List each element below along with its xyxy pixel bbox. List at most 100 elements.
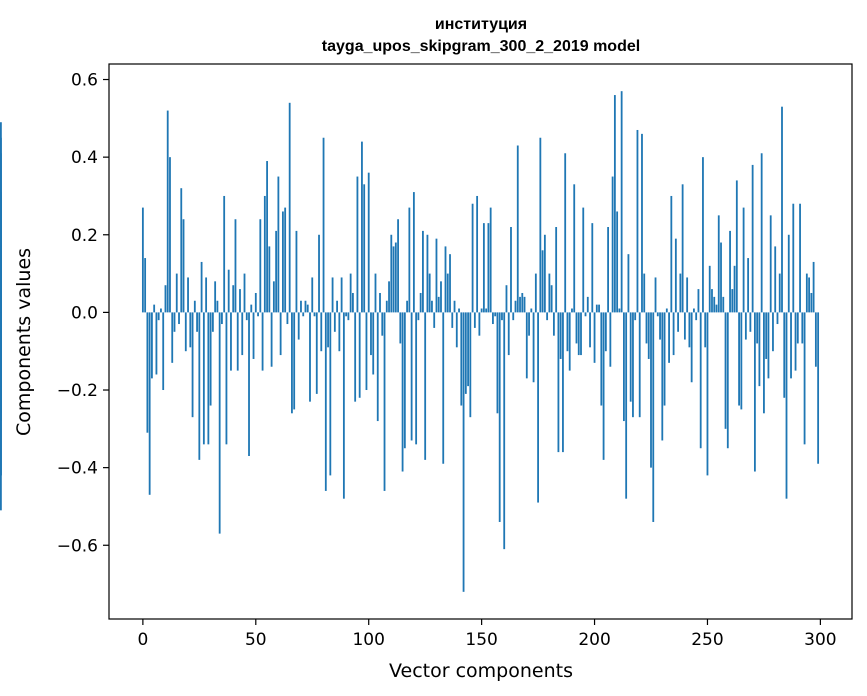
bar-72 [304, 300, 307, 313]
bar-191 [573, 184, 576, 313]
bar-168 [521, 292, 524, 313]
bar-62 [281, 211, 284, 313]
bar-25 [198, 312, 201, 460]
bar-60 [277, 176, 280, 313]
bar-267 [744, 312, 747, 340]
bar-201 [595, 304, 598, 313]
bar-200 [593, 312, 596, 363]
x-tick-label: 100 [352, 630, 384, 650]
bar-269 [749, 312, 752, 332]
bar-241 [686, 277, 689, 313]
bar-298 [814, 312, 817, 367]
bar-273 [758, 312, 761, 387]
bar-20 [187, 277, 189, 313]
bar-112 [394, 242, 397, 313]
bar-221 [641, 133, 643, 313]
bar-213 [623, 312, 625, 422]
bar-137 [451, 312, 454, 328]
bar-54 [263, 195, 266, 313]
bar-43 [239, 289, 241, 313]
bar-266 [742, 207, 745, 313]
bar-24 [196, 312, 198, 332]
bar-249 [704, 312, 707, 348]
bar-237 [677, 312, 680, 332]
bar-260 [729, 230, 731, 313]
bar-131 [437, 296, 440, 313]
bar-250 [706, 312, 709, 476]
bar-18 [182, 219, 185, 313]
bar-209 [613, 95, 616, 313]
bar-33 [216, 300, 219, 313]
bar-158 [498, 312, 501, 522]
bar-230 [661, 312, 664, 441]
bar-84 [331, 277, 334, 313]
bar-32 [214, 281, 217, 313]
bar-277 [767, 312, 770, 379]
bar-156 [494, 312, 497, 317]
bar-243 [690, 312, 693, 383]
bar-160 [503, 312, 506, 550]
bar-undefined [0, 312, 2, 511]
bar-22 [191, 312, 194, 418]
bar-79 [320, 312, 323, 352]
bar-223 [645, 312, 648, 344]
bar-183 [555, 227, 558, 313]
bar-129 [433, 312, 436, 328]
bar-65 [288, 102, 291, 313]
bar-294 [805, 273, 808, 313]
bar-69 [297, 312, 300, 340]
bar-7 [157, 312, 160, 321]
x-axis: 0 50 100 150 200 250 300 [137, 619, 837, 650]
bar-117 [406, 300, 409, 313]
bar-290 [796, 312, 799, 344]
bar-14 [173, 312, 176, 332]
bar-6 [155, 312, 158, 375]
bar-239 [681, 184, 684, 313]
bar-216 [629, 312, 632, 402]
bar-198 [589, 312, 591, 348]
x-axis-label: Vector components [389, 660, 573, 682]
bar-132 [440, 281, 442, 313]
bar-0 [141, 207, 144, 313]
bar-13 [171, 312, 174, 363]
bar-219 [636, 129, 639, 313]
bar-99 [365, 312, 368, 391]
bar-175 [537, 312, 539, 503]
bar-299 [817, 312, 820, 464]
bar-67 [293, 312, 296, 410]
bar-12 [169, 157, 171, 313]
bar-256 [720, 242, 722, 313]
bar-262 [733, 265, 736, 313]
bar-257 [722, 296, 725, 313]
bar-81 [324, 312, 327, 491]
bar-35 [221, 312, 223, 325]
y-axis: 0.6 0.4 0.2 0.0 −0.2 −0.4 −0.6 [57, 71, 109, 556]
bar-212 [620, 91, 623, 313]
bar-292 [801, 312, 804, 344]
bar-265 [740, 312, 743, 410]
y-tick-label: 0.6 [71, 71, 98, 91]
bar-11 [166, 110, 169, 313]
bar-226 [652, 312, 655, 522]
bar-169 [523, 296, 526, 313]
bar-287 [790, 312, 792, 379]
bar-57 [270, 312, 273, 367]
bar-196 [584, 312, 587, 317]
bar-113 [397, 219, 399, 313]
bar-163 [510, 227, 512, 313]
bar-80 [322, 137, 325, 313]
bar-164 [512, 312, 515, 321]
bar-154 [489, 207, 492, 313]
y-tick-label: −0.4 [57, 459, 98, 479]
bar-190 [571, 308, 573, 313]
bar-227 [654, 277, 657, 313]
bar-98 [363, 184, 366, 313]
bar-170 [525, 312, 528, 379]
bar-128 [431, 300, 433, 313]
bar-71 [302, 312, 305, 317]
bar-52 [259, 219, 262, 313]
bar-107 [383, 312, 386, 491]
bar-50 [254, 292, 257, 313]
bar-121 [415, 312, 418, 445]
bar-288 [792, 203, 795, 313]
